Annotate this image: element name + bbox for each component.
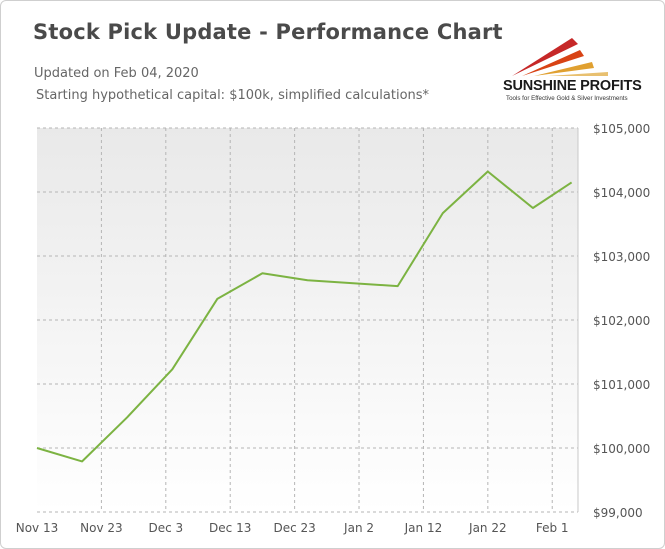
y-tick-label: $103,000 [593, 250, 650, 264]
x-tick-label: Nov 13 [16, 521, 59, 535]
x-tick-label: Nov 23 [80, 521, 123, 535]
x-tick-label: Dec 3 [148, 521, 183, 535]
logo-wordmark: SUNSHINE PROFITS [503, 78, 642, 94]
x-tick-label: Feb 1 [536, 521, 569, 535]
capital-note: Starting hypothetical capital: $100k, si… [36, 88, 430, 103]
sunshine-profits-logo: SUNSHINE PROFITS Tools for Effective Gol… [500, 36, 650, 106]
y-tick-label: $100,000 [593, 442, 650, 456]
logo-rays-icon [512, 38, 608, 76]
logo-tagline: Tools for Effective Gold & Silver Invest… [506, 95, 628, 102]
series-line [36, 170, 573, 463]
chart-title: Stock Pick Update - Performance Chart [33, 20, 503, 44]
y-tick-label: $101,000 [593, 378, 650, 392]
y-tick-label: $99,000 [593, 506, 643, 520]
x-tick-label: Dec 23 [273, 521, 315, 535]
axis-ticks: Nov 13 Nov 23 Dec 3 Dec 13 Dec 23 Jan 2 Jan 12… [16, 122, 651, 535]
y-tick-label: $105,000 [593, 122, 650, 136]
x-tick-label: Jan 22 [468, 521, 507, 535]
grid-lines [37, 127, 579, 513]
y-tick-label: $102,000 [593, 314, 650, 328]
x-tick-label: Jan 12 [404, 521, 443, 535]
y-tick-label: $104,000 [593, 186, 650, 200]
updated-date: Updated on Feb 04, 2020 [34, 66, 199, 81]
x-tick-label: Dec 13 [209, 521, 251, 535]
x-tick-label: Jan 2 [343, 521, 374, 535]
